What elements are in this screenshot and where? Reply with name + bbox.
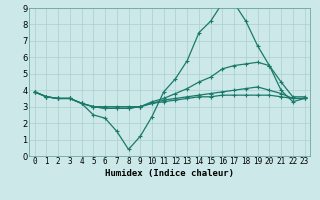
X-axis label: Humidex (Indice chaleur): Humidex (Indice chaleur) [105,169,234,178]
